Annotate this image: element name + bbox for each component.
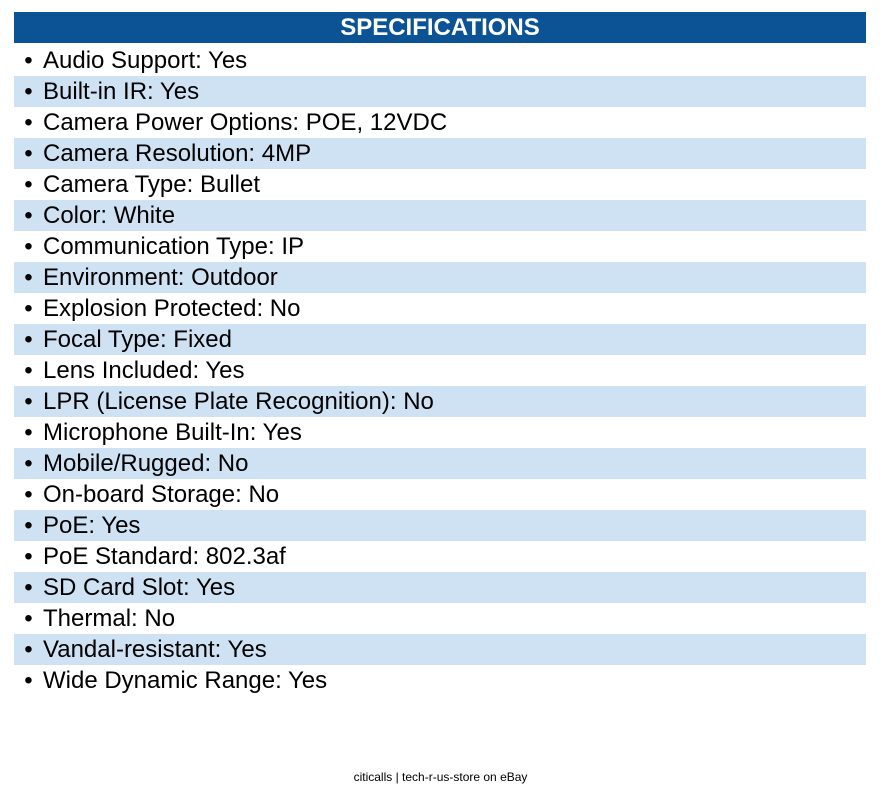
spec-text: Lens Included: Yes [43,357,245,384]
spec-item: • Communication Type: IP [14,231,866,262]
bullet-icon: • [24,326,33,353]
bullet-icon: • [24,636,33,663]
spec-text: Camera Resolution: 4MP [43,140,312,167]
spec-item: • PoE: Yes [14,510,866,541]
spec-text: LPR (License Plate Recognition): No [43,388,434,415]
spec-item: • Camera Resolution: 4MP [14,138,866,169]
spec-item: • Camera Type: Bullet [14,169,866,200]
bullet-icon: • [24,512,33,539]
bullet-icon: • [24,171,33,198]
bullet-icon: • [24,140,33,167]
bullet-icon: • [24,202,33,229]
spec-text: Thermal: No [43,605,176,632]
spec-item: • PoE Standard: 802.3af [14,541,866,572]
specifications-header: SPECIFICATIONS [14,12,866,43]
spec-item: • Environment: Outdoor [14,262,866,293]
spec-text: Wide Dynamic Range: Yes [43,667,328,694]
bullet-icon: • [24,667,33,694]
bullet-icon: • [24,543,33,570]
spec-item: • Audio Support: Yes [14,45,866,76]
spec-text: Built-in IR: Yes [43,78,200,105]
spec-text: Color: White [43,202,176,229]
spec-item: • Vandal-resistant: Yes [14,634,866,665]
spec-item: • Focal Type: Fixed [14,324,866,355]
spec-text: On-board Storage: No [43,481,280,508]
spec-item: • Camera Power Options: POE, 12VDC [14,107,866,138]
spec-text: Audio Support: Yes [43,47,248,74]
spec-text: Microphone Built-In: Yes [43,419,302,446]
bullet-icon: • [24,109,33,136]
bullet-icon: • [24,47,33,74]
bullet-icon: • [24,605,33,632]
bullet-icon: • [24,388,33,415]
spec-text: SD Card Slot: Yes [43,574,236,601]
spec-item: • On-board Storage: No [14,479,866,510]
bullet-icon: • [24,450,33,477]
spec-text: Vandal-resistant: Yes [43,636,267,663]
spec-item: • Color: White [14,200,866,231]
spec-item: • Microphone Built-In: Yes [14,417,866,448]
spec-text: PoE Standard: 802.3af [43,543,286,570]
spec-text: Mobile/Rugged: No [43,450,249,477]
bullet-icon: • [24,233,33,260]
spec-text: Environment: Outdoor [43,264,278,291]
spec-item: • LPR (License Plate Recognition): No [14,386,866,417]
spec-item: • SD Card Slot: Yes [14,572,866,603]
spec-item: • Explosion Protected: No [14,293,866,324]
bullet-icon: • [24,419,33,446]
spec-list: • Audio Support: Yes • Built-in IR: Yes • Cam… [14,45,866,696]
spec-text: Explosion Protected: No [43,295,301,322]
spec-text: PoE: Yes [43,512,141,539]
spec-text: Camera Type: Bullet [43,171,260,198]
spec-text: Focal Type: Fixed [43,326,232,353]
bullet-icon: • [24,481,33,508]
bullet-icon: • [24,574,33,601]
bullet-icon: • [24,264,33,291]
bullet-icon: • [24,78,33,105]
footer-text: citicalls | tech-r-us-store on eBay [353,770,528,784]
spec-item: • Built-in IR: Yes [14,76,866,107]
spec-text: Camera Power Options: POE, 12VDC [43,109,448,136]
spec-text: Communication Type: IP [43,233,305,260]
spec-item: • Lens Included: Yes [14,355,866,386]
spec-item: • Wide Dynamic Range: Yes [14,665,866,696]
bullet-icon: • [24,357,33,384]
spec-item: • Mobile/Rugged: No [14,448,866,479]
bullet-icon: • [24,295,33,322]
spec-item: • Thermal: No [14,603,866,634]
